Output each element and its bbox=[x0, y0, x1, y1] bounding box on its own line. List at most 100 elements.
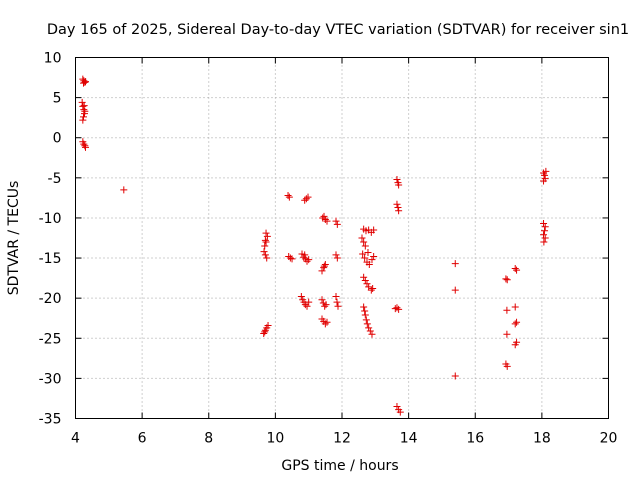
data-point-marker bbox=[360, 303, 368, 311]
data-point-marker bbox=[368, 256, 376, 264]
data-point-marker bbox=[361, 277, 369, 285]
data-point-marker bbox=[332, 293, 340, 301]
chart-title: Day 165 of 2025, Sidereal Day-to-day VTE… bbox=[47, 22, 629, 38]
data-points bbox=[78, 75, 550, 416]
data-point-marker bbox=[370, 252, 378, 260]
data-point-marker bbox=[321, 320, 329, 328]
data-point-marker bbox=[503, 276, 511, 284]
data-point-marker bbox=[80, 140, 88, 148]
data-point-marker bbox=[451, 372, 459, 380]
y-tick-label: -10 bbox=[39, 211, 62, 227]
data-point-marker bbox=[365, 260, 373, 268]
y-tick-label: -30 bbox=[39, 371, 62, 387]
data-point-marker bbox=[262, 238, 270, 246]
data-point-marker bbox=[320, 262, 328, 270]
data-point-marker bbox=[362, 316, 370, 324]
data-point-marker bbox=[286, 254, 294, 262]
data-point-marker bbox=[81, 143, 89, 151]
data-point-marker bbox=[81, 107, 89, 115]
data-point-marker bbox=[333, 254, 341, 262]
data-point-marker bbox=[79, 116, 87, 124]
data-point-marker bbox=[261, 251, 269, 259]
data-point-marker bbox=[288, 255, 296, 263]
data-point-marker bbox=[262, 229, 270, 237]
x-tick-label: 8 bbox=[204, 431, 213, 447]
data-point-marker bbox=[360, 238, 368, 246]
x-tick-label: 18 bbox=[533, 431, 551, 447]
data-point-marker bbox=[393, 200, 401, 208]
data-point-marker bbox=[334, 302, 342, 310]
data-point-marker bbox=[333, 298, 341, 306]
data-point-marker bbox=[395, 305, 403, 313]
data-point-marker bbox=[301, 251, 309, 259]
y-tick-label: -15 bbox=[39, 251, 62, 267]
x-tick-label: 10 bbox=[266, 431, 284, 447]
data-point-marker bbox=[503, 362, 511, 370]
y-tick-label: -25 bbox=[39, 331, 62, 347]
grid bbox=[75, 57, 609, 419]
data-point-marker bbox=[318, 267, 326, 275]
x-tick-label: 6 bbox=[138, 431, 147, 447]
data-point-marker bbox=[365, 324, 373, 332]
data-point-marker bbox=[264, 321, 272, 329]
data-point-marker bbox=[320, 264, 328, 272]
data-point-marker bbox=[451, 260, 459, 268]
data-point-marker bbox=[541, 223, 549, 231]
y-tick-label: -5 bbox=[48, 171, 62, 187]
data-point-marker bbox=[261, 242, 269, 250]
data-point-marker bbox=[79, 102, 87, 110]
data-point-marker bbox=[367, 286, 375, 294]
data-point-marker bbox=[284, 191, 292, 199]
data-point-marker bbox=[396, 408, 404, 416]
plot-frame bbox=[75, 57, 609, 419]
data-point-marker bbox=[321, 302, 329, 310]
data-point-marker bbox=[502, 275, 510, 283]
data-point-marker bbox=[332, 217, 340, 225]
data-point-marker bbox=[541, 234, 549, 242]
x-tick-label: 14 bbox=[400, 431, 418, 447]
data-point-marker bbox=[323, 217, 331, 225]
data-point-marker bbox=[364, 248, 372, 256]
data-point-marker bbox=[321, 216, 329, 224]
data-point-marker bbox=[260, 248, 268, 256]
data-point-marker bbox=[261, 236, 269, 244]
data-point-marker bbox=[261, 328, 269, 336]
data-point-marker bbox=[391, 305, 399, 313]
data-point-marker bbox=[540, 238, 548, 246]
data-point-marker bbox=[363, 320, 371, 328]
x-tick-label: 4 bbox=[71, 431, 80, 447]
data-point-marker bbox=[361, 307, 369, 315]
data-point-marker bbox=[320, 212, 328, 220]
x-tick-label: 12 bbox=[333, 431, 351, 447]
data-point-marker bbox=[541, 227, 549, 235]
data-point-marker bbox=[332, 251, 340, 259]
y-tick-label: -35 bbox=[39, 412, 62, 428]
data-point-marker bbox=[358, 234, 366, 242]
data-point-marker bbox=[79, 113, 87, 121]
data-point-marker bbox=[363, 280, 371, 288]
data-point-marker bbox=[395, 207, 403, 215]
data-point-marker bbox=[360, 273, 368, 281]
data-point-marker bbox=[301, 196, 309, 204]
data-point-marker bbox=[361, 254, 369, 262]
tick-labels: 4 6 8 10 12 14 16 18 20 10 5 0 -5 -10 -15 -20 -25 -30 -35 bbox=[39, 51, 618, 447]
data-point-marker bbox=[366, 327, 374, 335]
y-tick-label: 0 bbox=[53, 131, 62, 147]
data-point-marker bbox=[395, 181, 403, 189]
data-point-marker bbox=[511, 264, 519, 272]
data-point-marker bbox=[322, 301, 330, 309]
data-point-marker bbox=[80, 102, 88, 110]
data-point-marker bbox=[318, 296, 326, 304]
data-point-marker bbox=[263, 232, 271, 240]
data-point-marker bbox=[321, 260, 329, 268]
data-point-marker bbox=[305, 298, 313, 306]
data-point-marker bbox=[260, 329, 268, 337]
data-point-marker bbox=[359, 250, 367, 258]
data-point-marker bbox=[370, 226, 378, 234]
data-point-marker bbox=[540, 177, 548, 185]
data-point-marker bbox=[361, 242, 369, 250]
data-point-marker bbox=[369, 285, 377, 293]
data-point-marker bbox=[542, 167, 550, 175]
data-point-marker bbox=[81, 78, 89, 86]
